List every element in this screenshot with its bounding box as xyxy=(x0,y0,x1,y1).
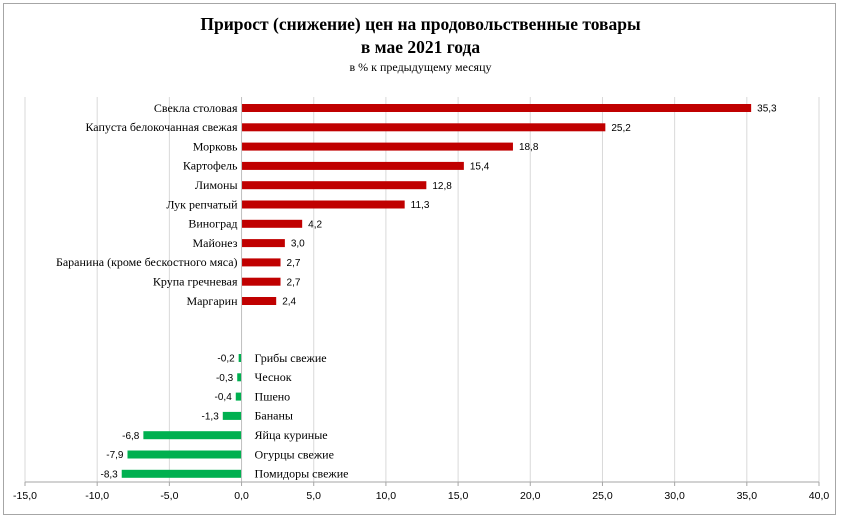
category-label: Маргарин xyxy=(186,294,238,308)
x-tick-label: 20,0 xyxy=(520,490,541,502)
data-label: -1,3 xyxy=(202,412,220,423)
bar-decrease xyxy=(143,431,242,440)
chart-title-line2: в мае 2021 года xyxy=(360,37,481,57)
category-label: Крупа гречневая xyxy=(153,274,238,288)
category-label: Огурцы свежие xyxy=(255,447,334,461)
x-tick-label: -5,0 xyxy=(160,490,178,502)
x-tick-label: -15,0 xyxy=(13,490,37,502)
x-tick-label: 30,0 xyxy=(664,490,685,502)
bar-decrease xyxy=(121,469,242,478)
bar-increase xyxy=(241,200,405,209)
bar-increase xyxy=(241,277,281,286)
bar-decrease xyxy=(238,354,242,362)
category-label: Капуста белокочанная свежая xyxy=(85,120,238,134)
bar-increase xyxy=(241,181,427,190)
x-tick-label: -10,0 xyxy=(85,490,109,502)
data-label: 11,3 xyxy=(411,200,430,211)
bar-decrease xyxy=(127,450,242,459)
x-tick-label: 0,0 xyxy=(234,490,249,502)
bar-decrease xyxy=(237,373,242,382)
category-label: Виноград xyxy=(188,217,237,231)
data-label: -8,3 xyxy=(100,469,118,480)
bar-increase xyxy=(241,219,303,228)
data-label: 15,4 xyxy=(470,162,490,173)
category-label: Лук репчатый xyxy=(166,197,238,211)
category-label: Яйца куриные xyxy=(255,428,328,442)
data-label: 12,8 xyxy=(432,181,452,192)
bar-increase xyxy=(241,142,513,151)
category-label: Картофель xyxy=(183,159,238,173)
category-label: Баранина (кроме бескостного мяса) xyxy=(56,255,238,269)
category-label: Бананы xyxy=(255,409,293,423)
data-label: -0,3 xyxy=(216,373,234,384)
data-label: -7,9 xyxy=(106,450,124,461)
data-label: -0,2 xyxy=(217,354,235,365)
chart-subtitle: в % к предыдущему месяцу xyxy=(349,60,492,74)
x-tick-label: 25,0 xyxy=(592,490,613,502)
bar-decrease xyxy=(235,392,242,401)
data-label: 2,4 xyxy=(282,297,296,308)
x-tick-label: 10,0 xyxy=(376,490,397,502)
x-tick-label: 40,0 xyxy=(809,490,830,502)
category-label: Грибы свежие xyxy=(255,351,327,365)
data-label: -6,8 xyxy=(122,431,140,442)
category-label: Свекла столовая xyxy=(154,101,238,115)
bar-increase xyxy=(241,258,281,267)
data-label: -0,4 xyxy=(215,392,233,403)
bar-increase xyxy=(241,104,752,112)
bar-increase xyxy=(241,297,277,305)
bar-increase xyxy=(241,239,285,248)
data-label: 2,7 xyxy=(287,277,301,288)
category-label: Лимоны xyxy=(195,178,238,192)
category-label: Помидоры свежие xyxy=(255,467,349,481)
x-tick-label: 35,0 xyxy=(737,490,758,502)
category-label: Чеснок xyxy=(255,370,292,384)
bar-increase xyxy=(241,123,606,132)
data-label: 25,2 xyxy=(611,123,631,134)
data-label: 18,8 xyxy=(519,142,539,153)
chart-frame xyxy=(3,3,836,515)
data-label: 4,2 xyxy=(308,219,322,230)
data-label: 35,3 xyxy=(757,104,777,115)
data-label: 2,7 xyxy=(287,258,301,269)
bar-increase xyxy=(241,161,464,170)
data-label: 3,0 xyxy=(291,239,305,250)
bar-decrease xyxy=(222,411,242,420)
x-tick-label: 5,0 xyxy=(306,490,321,502)
chart-title: Прирост (снижение) цен на продовольствен… xyxy=(200,14,641,34)
x-tick-label: 15,0 xyxy=(448,490,469,502)
category-label: Пшено xyxy=(255,389,291,403)
category-label: Морковь xyxy=(193,139,238,153)
category-label: Майонез xyxy=(192,236,237,250)
